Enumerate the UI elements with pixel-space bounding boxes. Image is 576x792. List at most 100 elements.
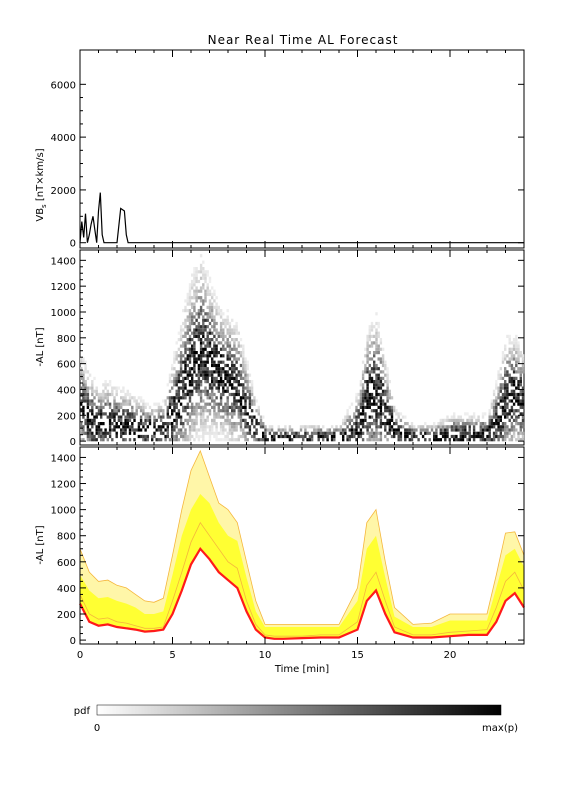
pdf-cell: [235, 331, 238, 335]
pdf-cell: [477, 434, 480, 439]
pdf-cell: [253, 402, 256, 406]
pdf-cell: [499, 415, 502, 419]
pdf-cell: [173, 428, 176, 432]
pdf-cell: [515, 396, 518, 400]
pdf-cell: [219, 383, 223, 387]
pdf-cell: [521, 412, 525, 416]
pdf-cell: [195, 383, 198, 387]
pdf-cell: [202, 331, 205, 335]
pdf-cell: [370, 415, 374, 419]
pdf-cell: [133, 412, 136, 416]
pdf-cell: [195, 296, 198, 300]
pdf-cell: [373, 341, 376, 345]
pdf-cell: [235, 438, 238, 442]
pdf-cell: [231, 425, 234, 429]
pdf-cell: [393, 434, 396, 439]
pdf-cell: [472, 415, 476, 419]
pdf-cell: [244, 399, 247, 403]
pdf-cell: [206, 334, 209, 338]
pdf-cell: [464, 425, 467, 429]
pdf-cell: [104, 392, 107, 397]
pdf-cell: [204, 409, 207, 413]
pdf-cell: [91, 402, 94, 406]
pdf-cell: [368, 425, 371, 429]
pdf-cell: [108, 425, 112, 429]
pdf-cell: [510, 363, 514, 368]
pdf-cell: [166, 409, 169, 413]
pdf-cell: [186, 434, 189, 439]
pdf-cell: [461, 418, 465, 422]
pdf-cell: [242, 363, 245, 368]
pdf-cell: [373, 402, 376, 406]
pdf-cell: [157, 425, 161, 429]
pdf-cell: [486, 434, 489, 439]
pdf-cell: [228, 328, 232, 332]
pdf-cell: [381, 354, 385, 358]
pdf-cell: [228, 412, 232, 416]
pdf-cell: [113, 425, 116, 429]
pdf-cell: [237, 373, 240, 377]
pdf-cell: [497, 373, 500, 377]
pdf-cell: [242, 386, 245, 390]
pdf-cell: [186, 318, 189, 322]
pdf-cell: [217, 383, 220, 387]
pdf-cell: [446, 415, 449, 419]
pdf-cell: [195, 434, 198, 439]
pdf-cell: [248, 396, 252, 400]
pdf-cell: [199, 409, 203, 413]
pdf-cell: [501, 376, 505, 380]
pdf-cell: [120, 389, 123, 393]
pdf-cell: [366, 351, 369, 355]
pdf-cell: [506, 431, 509, 435]
pdf-cell: [159, 405, 163, 409]
pdf-cell: [515, 409, 518, 413]
pdf-ytick-label-200: 200: [57, 411, 76, 422]
pdf-cell: [166, 415, 169, 419]
pdf-cell: [224, 412, 227, 416]
pdf-cell: [80, 438, 83, 442]
pdf-cell: [93, 438, 96, 442]
pdf-cell: [375, 418, 378, 422]
pdf-cell: [86, 438, 90, 442]
pdf-cell: [222, 318, 225, 322]
pdf-cell: [506, 428, 509, 432]
pdf-cell: [202, 370, 205, 374]
pdf-cell: [521, 431, 525, 435]
pdf-cell: [211, 347, 214, 351]
vbs-ytick-label-2000: 2000: [51, 186, 76, 197]
pdf-cell: [177, 409, 181, 413]
pdf-cell: [106, 396, 109, 400]
pdf-cell: [211, 357, 214, 361]
pdf-cell: [239, 376, 243, 380]
pdf-cell: [233, 412, 236, 416]
pdf-cell: [177, 370, 181, 374]
pdf-cell: [355, 425, 358, 429]
pdf-cell: [193, 305, 196, 309]
pdf-cell: [182, 422, 185, 426]
pdf-cell: [477, 431, 480, 435]
pdf-cell: [182, 341, 185, 345]
pdf-cell: [91, 438, 94, 442]
pdf-cell: [206, 315, 209, 319]
pdf-cell: [224, 422, 227, 426]
pdf-cell: [231, 412, 234, 416]
pdf-cell: [144, 438, 147, 442]
pdf-cell: [191, 405, 194, 409]
pdf-cell: [441, 431, 445, 435]
pdf-cell: [139, 428, 143, 432]
pdf-cell: [206, 389, 209, 393]
pdf-cell: [188, 396, 192, 400]
pdf-cell: [375, 392, 378, 397]
pdf-cell: [350, 402, 354, 406]
pdf-cell: [117, 415, 121, 419]
pdf-cell: [279, 428, 283, 432]
pdf-cell: [139, 396, 143, 400]
pdf-cell: [108, 431, 112, 435]
pdf-cell: [188, 428, 192, 432]
pdf-cell: [193, 351, 196, 355]
pdf-cell: [313, 431, 316, 435]
pdf-cell: [184, 383, 187, 387]
pdf-cell: [379, 357, 383, 361]
pdf-cell: [151, 409, 154, 413]
pdf-cell: [235, 402, 238, 406]
